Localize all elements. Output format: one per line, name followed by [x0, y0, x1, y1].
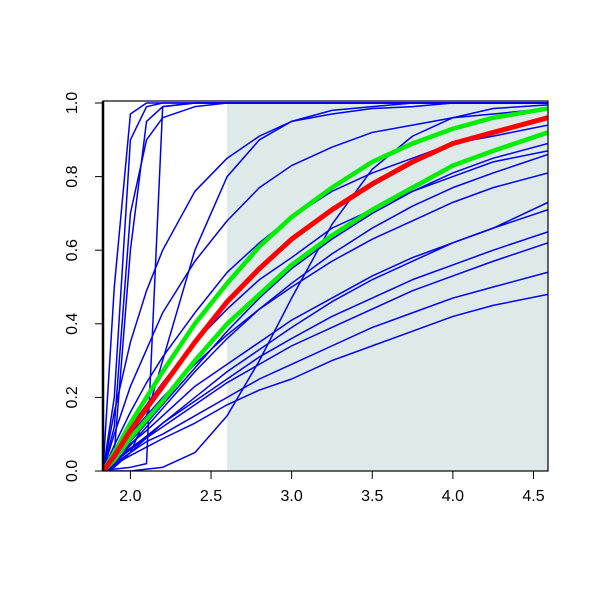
curve	[103, 242, 548, 471]
curve	[103, 106, 548, 471]
y-tick-label: 1.0	[64, 92, 81, 114]
axes: 2.0 2.5 3.0 3.5 4.0 4.5 0.0 0.2 0.4 0.6 0.8 1.0	[64, 92, 549, 505]
curve	[103, 115, 548, 471]
y-tick-label: 0.0	[64, 460, 81, 482]
x-tick-label: 3.5	[361, 488, 383, 505]
curve	[103, 102, 548, 471]
curve	[103, 107, 548, 471]
y-tick-label: 0.8	[64, 165, 81, 187]
y-tick-label: 0.4	[64, 313, 81, 335]
x-tick-label: 3.0	[281, 488, 303, 505]
curve	[103, 104, 548, 471]
y-tick-label: 0.6	[64, 239, 81, 261]
plot-area	[103, 101, 548, 471]
curve	[103, 293, 548, 471]
curve	[103, 271, 548, 471]
x-tick-label: 2.0	[119, 488, 141, 505]
curve	[103, 102, 548, 471]
y-tick-label: 0.2	[64, 386, 81, 408]
x-tick-label: 4.5	[522, 488, 544, 505]
x-tick-label: 2.5	[200, 488, 222, 505]
curve	[103, 231, 548, 471]
curve	[103, 201, 548, 471]
x-tick-label: 4.0	[442, 488, 464, 505]
curve	[103, 130, 548, 471]
curve	[103, 142, 548, 471]
